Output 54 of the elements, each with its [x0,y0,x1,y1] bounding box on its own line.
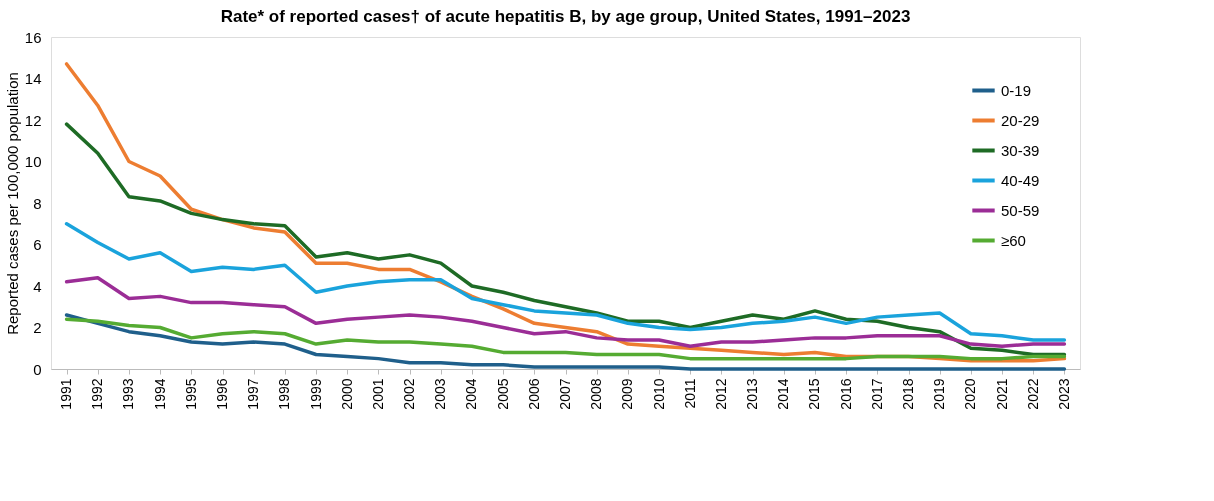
x-tick-label: 2008 [588,378,605,410]
x-tick-label: 2023 [1055,378,1072,410]
legend-label: 30-39 [1001,141,1040,159]
y-tick-label: 10 [24,153,42,170]
legend-label: 0-19 [1001,81,1032,99]
x-tick-label: 1992 [89,378,106,410]
x-tick-label: 2013 [744,378,761,410]
legend-label: 20-29 [1001,111,1040,129]
x-tick-label: 2002 [401,378,418,410]
y-tick-label: 16 [24,28,42,46]
x-tick-label: 2000 [338,378,355,410]
y-tick-label: 0 [33,360,42,378]
x-tick-label: 1996 [214,378,230,410]
x-tick-label: 2021 [993,378,1010,410]
x-tick-label: 2006 [525,378,542,410]
legend-label: ≥60 [1001,231,1026,249]
x-tick-label: 1997 [245,378,262,410]
x-tick-label: 2019 [931,378,948,410]
x-tick-label: 1995 [182,378,199,410]
x-tick-label: 1993 [120,378,137,410]
legend-label: 50-59 [1001,201,1040,219]
x-tick-label: 2010 [650,378,667,410]
y-tick-label: 6 [33,236,42,253]
line-series [64,275,1067,348]
chart-title: Rate* of reported cases† of acute hepatitis B, by age group, United States, 1991–2023 [220,7,911,26]
x-tick-label: 2018 [900,378,916,410]
legend-label: 40-49 [1001,171,1040,189]
x-tick-label: 2003 [432,378,449,410]
x-tick-label: 2005 [494,378,511,410]
y-tick-label: 4 [33,277,42,295]
x-tick-label: 2012 [712,378,729,410]
y-tick-label: 12 [24,111,42,129]
x-tick-label: 2004 [463,378,480,410]
x-tick-label: 1991 [58,378,75,410]
x-tick-label: 2001 [369,378,386,410]
line-series [64,222,1067,342]
x-tick-label: 2017 [868,378,885,410]
x-tick-label: 2007 [557,378,573,410]
x-tick-label: 2020 [962,378,979,410]
y-tick-label: 2 [33,319,42,336]
y-tick-label: 14 [24,70,42,87]
y-tick-label: 8 [33,194,42,212]
y-axis-title: Reported cases per 100,000 population [3,72,21,335]
line-series [64,313,1067,371]
x-tick-label: 1994 [151,378,168,410]
x-tick-label: 2016 [837,378,854,410]
x-tick-label: 2011 [681,378,698,409]
x-tick-label: 2014 [775,378,792,410]
x-tick-label: 1999 [307,378,324,410]
line-series [64,317,1067,361]
x-tick-label: 1998 [276,378,293,410]
x-tick-label: 2009 [619,378,636,410]
x-tick-label: 2022 [1024,378,1041,410]
x-tick-label: 2015 [806,378,823,410]
